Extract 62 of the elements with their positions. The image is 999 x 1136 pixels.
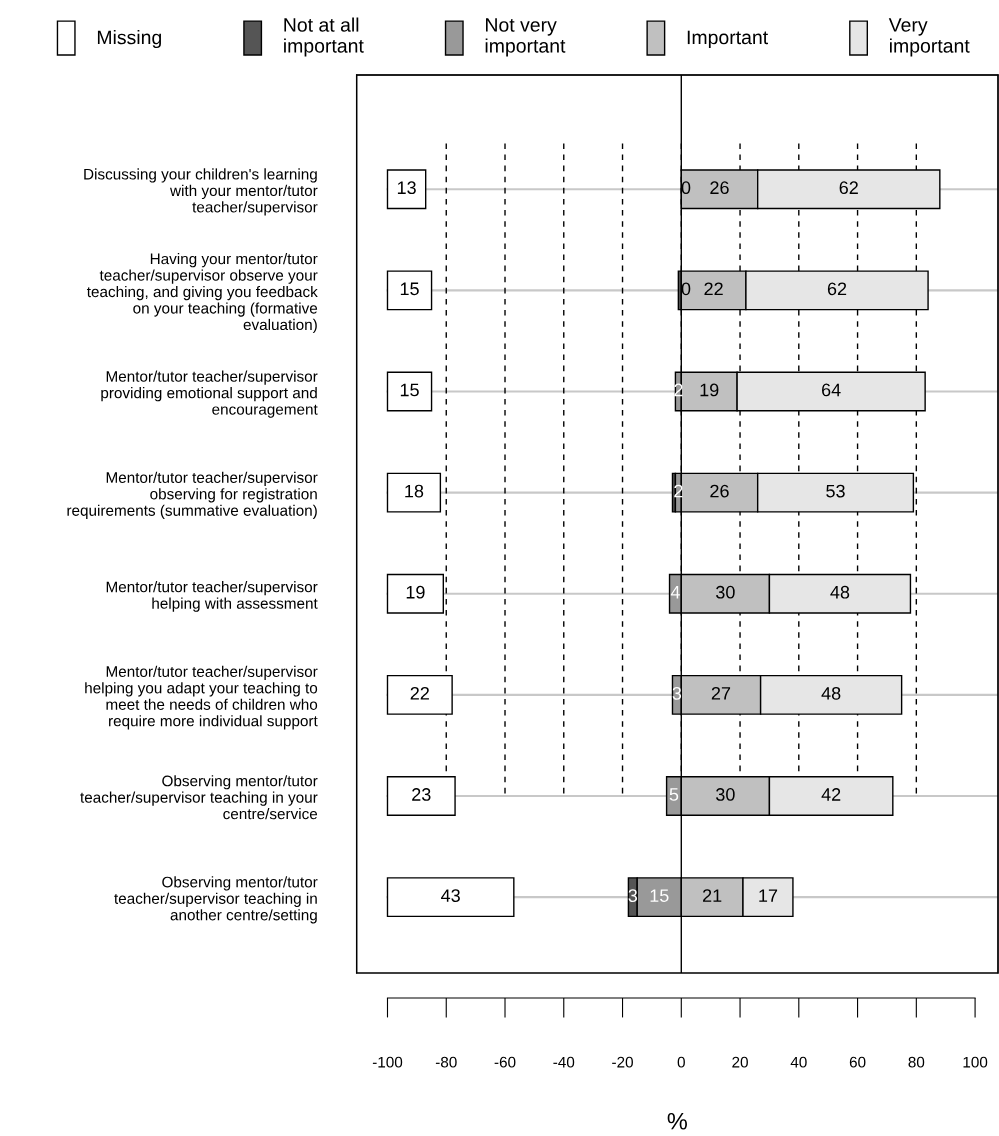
data-label: 27: [711, 686, 731, 700]
x-tick-label: 20: [732, 1056, 748, 1068]
data-label: 18: [405, 484, 424, 498]
legend-label: Important: [687, 30, 769, 49]
x-tick-label: 0: [677, 1056, 685, 1068]
data-label: 4: [670, 586, 680, 599]
data-label: 15: [400, 282, 419, 296]
bar: [386, 169, 427, 210]
x-tick-label: -40: [553, 1056, 575, 1068]
data-label: 0: [681, 282, 691, 296]
data-label: 13: [397, 181, 416, 195]
y-tick-label: Mentor/tutor teacher/supervisor providing emotional support and encouragement: [101, 370, 318, 418]
data-label: 23: [412, 788, 431, 801]
y-tick-label: Mentor/tutor teacher/supervisor helping you adapt your teaching to meet the needs of children who require more individual support: [85, 665, 318, 730]
x-tick-label: -100: [372, 1056, 403, 1068]
data-label: 26: [710, 181, 729, 195]
data-label: 5: [669, 788, 679, 801]
x-tick-label: 60: [849, 1056, 866, 1068]
data-label: 64: [822, 383, 841, 397]
x-tick-label: 100: [963, 1056, 988, 1068]
y-tick-label: Mentor/tutor teacher/supervisor helping with assessment: [106, 581, 318, 612]
legend-label: Missing: [97, 29, 162, 49]
data-label: 48: [821, 686, 841, 700]
data-label: 0: [681, 181, 691, 195]
data-label: 15: [400, 383, 419, 397]
data-label: 22: [704, 282, 723, 296]
data-label: 19: [700, 383, 719, 397]
data-label: 21: [703, 889, 722, 902]
bar: [386, 371, 433, 412]
data-label: 42: [821, 788, 841, 801]
data-label: 48: [830, 585, 850, 599]
data-label: 62: [827, 282, 847, 296]
bar: [386, 472, 442, 513]
x-tick-label: -60: [494, 1056, 516, 1068]
data-label: 17: [759, 889, 778, 902]
x-tick-label: -20: [612, 1056, 633, 1068]
data-label: 53: [826, 484, 845, 498]
legend-label: Not at all important: [284, 17, 364, 57]
y-tick-label: Observing mentor/tutor teacher/supervisor teaching in your centre/service: [80, 775, 318, 820]
bar: [386, 270, 433, 311]
x-tick-label: 40: [790, 1056, 807, 1068]
data-label: 62: [839, 181, 858, 195]
data-label: 15: [650, 889, 669, 902]
data-label: 26: [710, 484, 729, 498]
data-label: 22: [410, 686, 429, 700]
y-tick-label: Mentor/tutor teacher/supervisor observing for registration requirements (summative evaluation): [67, 471, 318, 519]
y-tick-label: Having your mentor/tutor teacher/supervisor observe your teaching, and giving you feedback on your teaching (formative evaluation): [86, 253, 318, 334]
y-tick-label: Discussing your children's learning with your mentor/tutor teacher/supervisor: [84, 168, 318, 216]
x-tick-label: -80: [435, 1056, 457, 1068]
data-label: 43: [441, 889, 460, 902]
data-label: 19: [406, 585, 425, 599]
bar: [386, 776, 456, 816]
legend-label: Not very important: [485, 18, 566, 57]
legend-label: Very important: [888, 18, 970, 57]
x-axis-title: %: [667, 1112, 687, 1130]
data-label: 30: [716, 788, 735, 801]
bar: [386, 573, 445, 614]
bar: [386, 877, 515, 918]
data-label: 30: [716, 585, 735, 599]
y-tick-label: Observing mentor/tutor teacher/supervisor teaching in another centre/setting: [114, 876, 318, 924]
data-label: 3: [628, 889, 638, 902]
x-tick-label: 80: [908, 1056, 925, 1068]
